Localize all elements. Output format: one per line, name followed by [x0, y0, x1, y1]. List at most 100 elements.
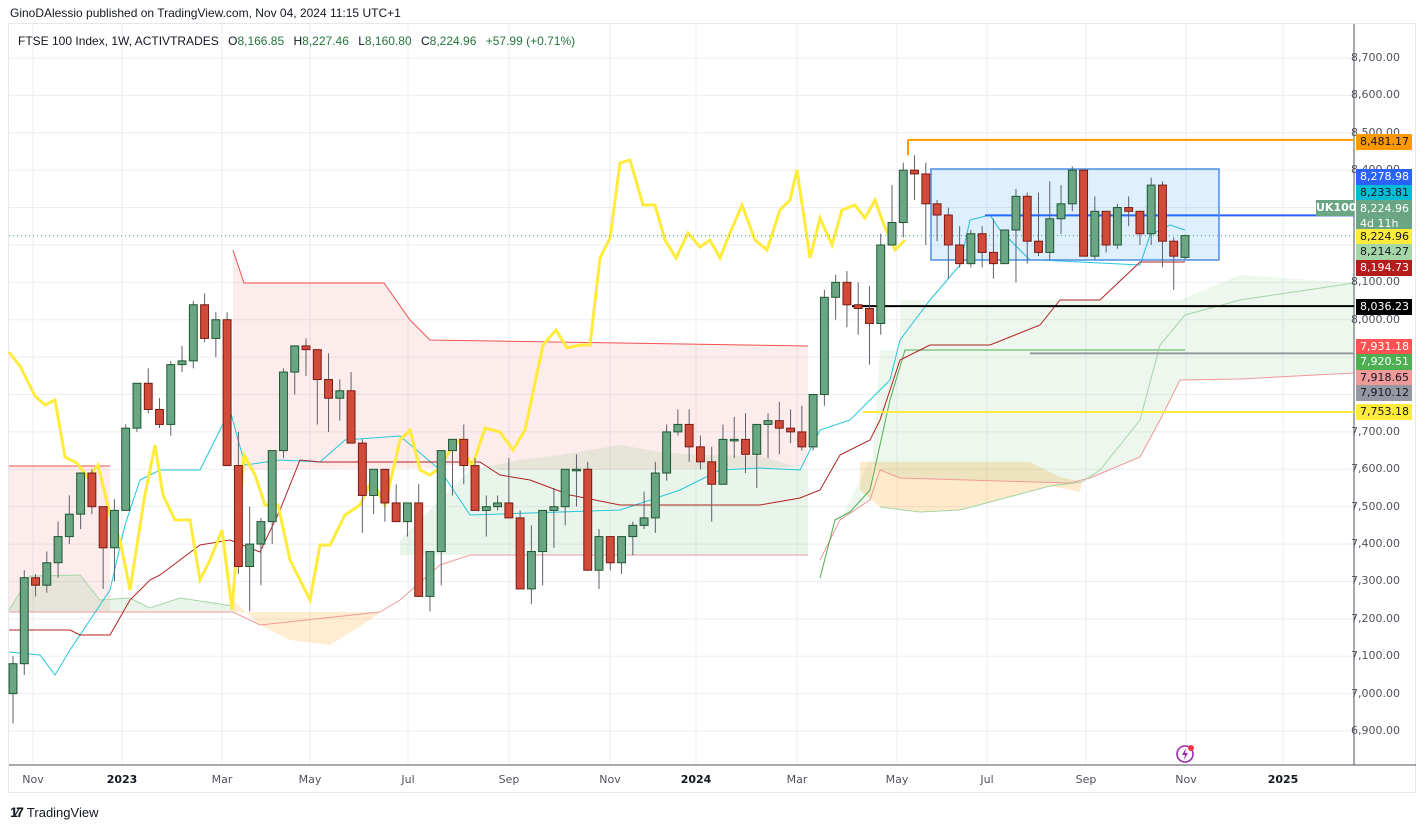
- candle[interactable]: [662, 424, 672, 481]
- candle[interactable]: [1056, 185, 1066, 234]
- candle[interactable]: [143, 368, 153, 414]
- candle[interactable]: [1079, 169, 1089, 257]
- candle[interactable]: [425, 551, 435, 612]
- candle[interactable]: [42, 551, 52, 593]
- footer-brand[interactable]: 1∕7 TradingView: [10, 804, 98, 820]
- candle[interactable]: [865, 286, 874, 365]
- candle[interactable]: [808, 394, 818, 451]
- candle[interactable]: [233, 431, 243, 574]
- candle[interactable]: [549, 487, 559, 548]
- candle[interactable]: [932, 200, 942, 242]
- candle[interactable]: [1124, 196, 1134, 227]
- candle[interactable]: [1158, 181, 1167, 268]
- lightning-alert-icon[interactable]: [1175, 744, 1195, 764]
- candle[interactable]: [639, 491, 649, 530]
- candle[interactable]: [1135, 210, 1145, 245]
- candle[interactable]: [684, 409, 694, 462]
- candle[interactable]: [1067, 166, 1077, 212]
- candle[interactable]: [301, 338, 311, 376]
- candle[interactable]: [346, 372, 356, 444]
- candle[interactable]: [256, 517, 266, 586]
- candle[interactable]: [391, 484, 401, 523]
- candle[interactable]: [64, 495, 74, 545]
- candle[interactable]: [177, 345, 187, 373]
- candle[interactable]: [335, 379, 345, 421]
- candle[interactable]: [594, 529, 604, 589]
- candle[interactable]: [526, 525, 536, 604]
- candle[interactable]: [560, 468, 570, 526]
- candle[interactable]: [943, 207, 953, 279]
- candle[interactable]: [797, 405, 807, 451]
- candle[interactable]: [290, 345, 300, 395]
- candle[interactable]: [876, 233, 886, 335]
- candle[interactable]: [752, 423, 762, 488]
- candle[interactable]: [842, 271, 852, 328]
- candle[interactable]: [988, 218, 998, 279]
- candle[interactable]: [955, 226, 965, 268]
- candle[interactable]: [1180, 234, 1190, 260]
- candle[interactable]: [200, 293, 210, 343]
- candle[interactable]: [459, 424, 469, 485]
- candle[interactable]: [245, 506, 255, 612]
- candle[interactable]: [481, 495, 491, 537]
- candle[interactable]: [8, 656, 18, 724]
- candle[interactable]: [1045, 181, 1055, 260]
- candle[interactable]: [369, 468, 379, 515]
- candle[interactable]: [448, 438, 457, 496]
- candle[interactable]: [312, 349, 322, 425]
- candle[interactable]: [853, 282, 863, 335]
- candle[interactable]: [380, 468, 390, 522]
- candle[interactable]: [470, 458, 480, 511]
- candle[interactable]: [786, 409, 796, 444]
- chart-frame[interactable]: [8, 23, 1416, 793]
- candle[interactable]: [98, 506, 108, 589]
- candle[interactable]: [87, 469, 97, 515]
- candle[interactable]: [188, 301, 198, 369]
- candle[interactable]: [155, 398, 164, 429]
- candle[interactable]: [1011, 188, 1021, 283]
- candle[interactable]: [1022, 192, 1032, 264]
- candle[interactable]: [966, 229, 976, 268]
- candle[interactable]: [572, 454, 581, 507]
- candle[interactable]: [19, 570, 29, 675]
- candle[interactable]: [617, 536, 626, 574]
- candle[interactable]: [729, 416, 739, 459]
- candle[interactable]: [538, 509, 548, 586]
- candle[interactable]: [357, 439, 367, 533]
- candle[interactable]: [267, 450, 277, 545]
- candle[interactable]: [673, 409, 683, 436]
- candle[interactable]: [707, 446, 717, 522]
- candle[interactable]: [1169, 237, 1179, 290]
- candle[interactable]: [515, 510, 525, 590]
- candle[interactable]: [1146, 177, 1156, 245]
- candle[interactable]: [887, 185, 897, 246]
- candle[interactable]: [910, 155, 919, 201]
- candle[interactable]: [279, 368, 288, 459]
- candle[interactable]: [166, 360, 176, 436]
- candle[interactable]: [109, 499, 119, 582]
- candle[interactable]: [718, 424, 728, 485]
- candle[interactable]: [414, 484, 424, 597]
- candle[interactable]: [1000, 229, 1010, 265]
- candle[interactable]: [583, 461, 593, 571]
- candle[interactable]: [1090, 196, 1100, 260]
- symbol-legend[interactable]: FTSE 100 Index, 1W, ACTIVTRADES O8,166.8…: [18, 34, 575, 48]
- candle[interactable]: [921, 162, 931, 245]
- candle[interactable]: [436, 450, 446, 586]
- candle[interactable]: [504, 458, 514, 519]
- candle[interactable]: [695, 435, 705, 470]
- candle[interactable]: [402, 502, 412, 537]
- candle[interactable]: [898, 162, 908, 238]
- candle[interactable]: [1034, 192, 1043, 257]
- candle[interactable]: [121, 424, 131, 511]
- candle[interactable]: [53, 521, 63, 578]
- candle[interactable]: [76, 472, 86, 530]
- candle[interactable]: [628, 521, 638, 556]
- candle[interactable]: [741, 413, 750, 474]
- candle[interactable]: [493, 495, 503, 511]
- candle[interactable]: [763, 413, 773, 459]
- candle[interactable]: [211, 312, 221, 358]
- candle[interactable]: [819, 289, 829, 406]
- candle[interactable]: [132, 382, 142, 432]
- candle[interactable]: [324, 353, 333, 432]
